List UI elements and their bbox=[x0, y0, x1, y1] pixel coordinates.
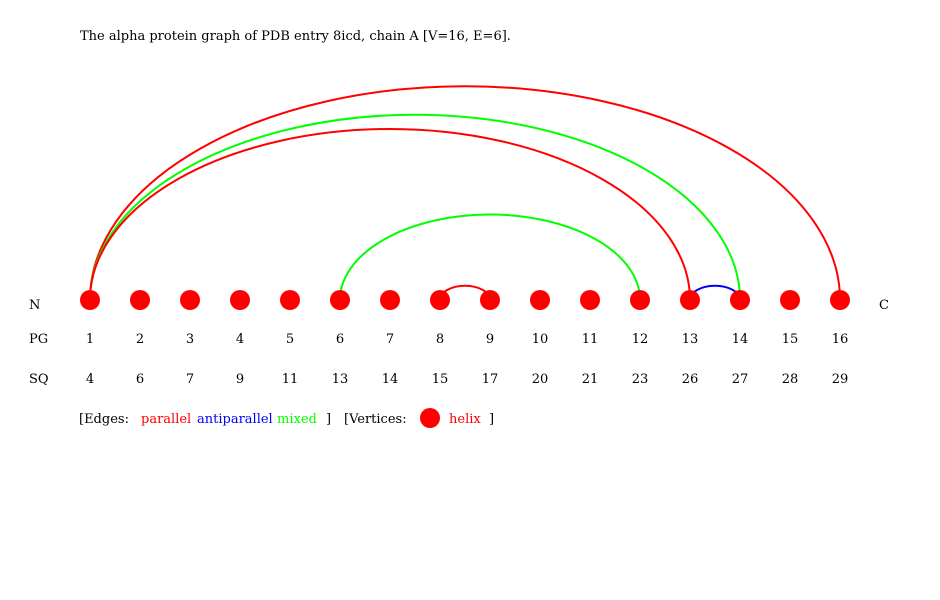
legend-edges-close: ] bbox=[326, 412, 331, 427]
sq-number-4: 9 bbox=[236, 372, 244, 387]
pg-number-15: 15 bbox=[782, 332, 799, 347]
legend-helix-marker bbox=[420, 408, 440, 428]
vertex-helix-13 bbox=[680, 290, 700, 310]
vertex-helix-2 bbox=[130, 290, 150, 310]
vertex-helix-9 bbox=[480, 290, 500, 310]
pg-row-label: PG bbox=[29, 332, 48, 347]
vertex-helix-8 bbox=[430, 290, 450, 310]
vertex-helix-7 bbox=[380, 290, 400, 310]
pg-number-5: 5 bbox=[286, 332, 294, 347]
pg-number-13: 13 bbox=[682, 332, 699, 347]
sq-number-2: 6 bbox=[136, 372, 144, 387]
sq-number-11: 21 bbox=[582, 372, 599, 387]
vertex-helix-4 bbox=[230, 290, 250, 310]
legend-vertices-open: [Vertices: bbox=[344, 412, 407, 427]
vertex-layer bbox=[80, 290, 850, 310]
vertex-helix-14 bbox=[730, 290, 750, 310]
vertex-helix-12 bbox=[630, 290, 650, 310]
legend: [Edges: parallel antiparallel mixed ] [V… bbox=[79, 408, 494, 428]
sq-number-8: 15 bbox=[432, 372, 449, 387]
pg-number-16: 16 bbox=[832, 332, 849, 347]
sq-number-5: 11 bbox=[282, 372, 299, 387]
vertex-helix-1 bbox=[80, 290, 100, 310]
edge-mixed-6-12 bbox=[339, 213, 641, 301]
sq-number-12: 23 bbox=[632, 372, 649, 387]
edge-layer bbox=[89, 85, 841, 301]
sq-number-3: 7 bbox=[186, 372, 194, 387]
sq-number-6: 13 bbox=[332, 372, 349, 387]
edge-parallel-1-16 bbox=[89, 85, 841, 301]
legend-mixed: mixed bbox=[277, 412, 317, 427]
vertex-helix-10 bbox=[530, 290, 550, 310]
pg-number-3: 3 bbox=[186, 332, 194, 347]
sq-number-14: 27 bbox=[732, 372, 749, 387]
pg-number-12: 12 bbox=[632, 332, 649, 347]
pg-number-4: 4 bbox=[236, 332, 244, 347]
sq-number-7: 14 bbox=[382, 372, 399, 387]
edge-parallel-1-13 bbox=[89, 128, 691, 301]
legend-antiparallel: antiparallel bbox=[197, 412, 273, 427]
vertex-helix-5 bbox=[280, 290, 300, 310]
sq-number-15: 28 bbox=[782, 372, 799, 387]
sq-number-13: 26 bbox=[682, 372, 699, 387]
vertex-helix-11 bbox=[580, 290, 600, 310]
sq-number-16: 29 bbox=[832, 372, 849, 387]
sq-row-label: SQ bbox=[29, 372, 49, 387]
sq-number-row: 4 6 7 9 11 13 14 15 17 20 21 23 26 27 28 29 bbox=[86, 372, 848, 387]
pg-number-9: 9 bbox=[486, 332, 494, 347]
edge-mixed-1-14 bbox=[89, 113, 741, 301]
vertex-helix-15 bbox=[780, 290, 800, 310]
legend-parallel: parallel bbox=[141, 412, 191, 427]
c-terminus-label: C bbox=[879, 298, 889, 313]
legend-edges-open: [Edges: bbox=[79, 412, 129, 427]
legend-vertices-close: ] bbox=[489, 412, 494, 427]
sq-number-9: 17 bbox=[482, 372, 499, 387]
sq-number-1: 4 bbox=[86, 372, 94, 387]
n-terminus-label: N bbox=[29, 298, 40, 313]
pg-number-2: 2 bbox=[136, 332, 144, 347]
pg-number-1: 1 bbox=[86, 332, 94, 347]
pg-number-6: 6 bbox=[336, 332, 344, 347]
pg-number-row: 1 2 3 4 5 6 7 8 9 10 11 12 13 14 15 16 bbox=[86, 332, 848, 347]
pg-number-11: 11 bbox=[582, 332, 599, 347]
sq-number-10: 20 bbox=[532, 372, 549, 387]
pg-number-8: 8 bbox=[436, 332, 444, 347]
vertex-helix-16 bbox=[830, 290, 850, 310]
vertex-helix-6 bbox=[330, 290, 350, 310]
vertex-helix-3 bbox=[180, 290, 200, 310]
pg-number-7: 7 bbox=[386, 332, 394, 347]
pg-number-14: 14 bbox=[732, 332, 749, 347]
graph-title: The alpha protein graph of PDB entry 8ic… bbox=[80, 29, 511, 44]
pg-number-10: 10 bbox=[532, 332, 549, 347]
legend-helix: helix bbox=[449, 412, 481, 427]
